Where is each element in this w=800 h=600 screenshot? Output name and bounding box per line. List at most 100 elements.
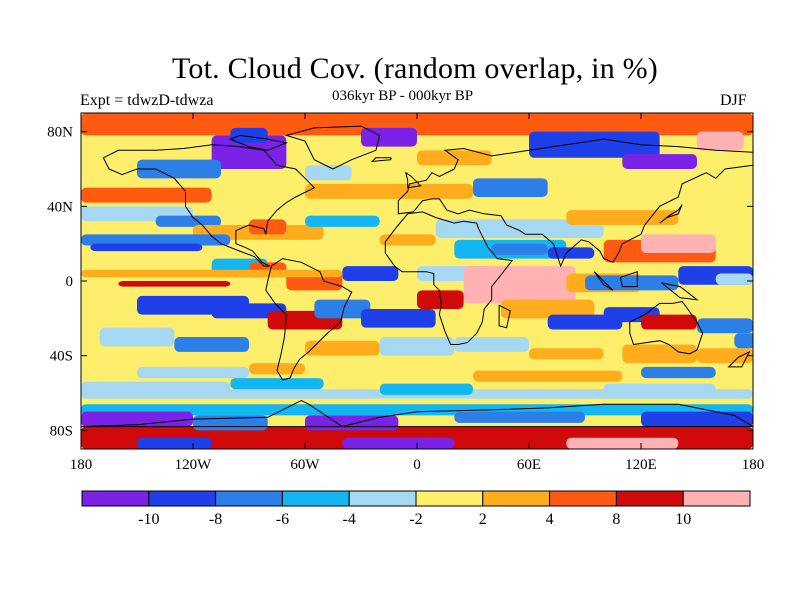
field-patch bbox=[342, 266, 399, 281]
field-patch bbox=[454, 337, 529, 352]
colorbar-swatch bbox=[215, 490, 283, 507]
field-patch bbox=[501, 299, 595, 319]
coastline bbox=[284, 125, 381, 170]
lon-tick-label: 120E bbox=[625, 457, 657, 473]
lon-tick-label: 0 bbox=[413, 457, 421, 473]
field-patch bbox=[379, 337, 455, 356]
field-patch bbox=[81, 234, 231, 246]
field-patch bbox=[641, 234, 716, 253]
colorbar-swatch bbox=[415, 490, 484, 507]
field-patch bbox=[734, 333, 753, 349]
coastline bbox=[102, 144, 316, 267]
field-patch bbox=[622, 344, 697, 364]
field-patch bbox=[342, 437, 455, 449]
lon-tick-label: 60W bbox=[290, 457, 320, 473]
field-patch bbox=[155, 215, 221, 227]
field-patch bbox=[529, 131, 660, 158]
field-patch bbox=[211, 135, 287, 169]
colorbar-label: 4 bbox=[546, 511, 554, 528]
colorbar-label: 2 bbox=[479, 511, 487, 528]
coastline bbox=[228, 134, 289, 151]
experiment-label: Expt = tdwzD-tdwza bbox=[80, 92, 214, 109]
coastline bbox=[370, 157, 392, 163]
lon-tick-label: 60E bbox=[517, 457, 541, 473]
field-patch bbox=[697, 131, 744, 151]
field-patch bbox=[641, 314, 697, 330]
coastline bbox=[629, 300, 704, 355]
field-patch bbox=[473, 370, 623, 382]
field-patch bbox=[417, 150, 492, 166]
lat-tick-label: 80N bbox=[47, 125, 73, 141]
coastline bbox=[498, 304, 511, 329]
colorbar-swatch bbox=[682, 490, 751, 507]
field-patch bbox=[137, 366, 249, 379]
colorbar-swatch bbox=[549, 490, 617, 507]
coastline bbox=[404, 171, 422, 189]
field-patch bbox=[547, 247, 595, 259]
field-patch bbox=[305, 183, 473, 199]
map-subtitle: 036kyr BP - 000kyr BP bbox=[332, 88, 474, 104]
season-label: DJF bbox=[720, 92, 747, 109]
coastline bbox=[661, 282, 699, 301]
colorbar-label: 10 bbox=[675, 511, 691, 528]
field-patch bbox=[547, 314, 623, 330]
field-patch bbox=[305, 215, 380, 227]
map-field bbox=[81, 113, 753, 449]
field-patch bbox=[361, 309, 436, 328]
field-patch bbox=[81, 404, 753, 416]
field-patch bbox=[715, 273, 753, 285]
field-patch bbox=[566, 437, 679, 449]
coastline bbox=[619, 271, 638, 288]
field-patch bbox=[566, 210, 679, 225]
field-patch bbox=[305, 415, 399, 431]
field-patch bbox=[314, 299, 371, 319]
lon-tick-label: 120W bbox=[175, 457, 213, 473]
field-patch bbox=[305, 340, 380, 356]
field-patch bbox=[379, 383, 473, 395]
field-patch bbox=[603, 383, 716, 395]
field-patch bbox=[81, 381, 231, 393]
field-patch bbox=[174, 337, 249, 352]
coastline bbox=[659, 204, 683, 224]
field-patch bbox=[81, 269, 343, 278]
colorbar-label: -6 bbox=[276, 511, 289, 528]
coastline bbox=[81, 399, 753, 428]
colorbar-swatch bbox=[482, 490, 551, 507]
field-patch bbox=[641, 411, 753, 427]
colorbar-label: -10 bbox=[138, 511, 159, 528]
colorbar: -10 -8 -6 -4 -2 2 4 8 10 bbox=[81, 490, 751, 528]
lon-tick-label: 180 bbox=[742, 457, 765, 473]
field-patch bbox=[118, 281, 231, 287]
colorbar-swatch bbox=[281, 490, 350, 507]
colorbar-label: -2 bbox=[409, 511, 422, 528]
lat-tick-label: 0 bbox=[66, 274, 74, 290]
colorbar-label: 8 bbox=[612, 511, 620, 528]
colorbar-label: -8 bbox=[209, 511, 222, 528]
colorbar-swatch bbox=[615, 490, 684, 507]
colorbar-swatch bbox=[81, 490, 150, 507]
field-patch bbox=[81, 411, 193, 427]
field-patch bbox=[305, 165, 352, 181]
field-patch bbox=[473, 178, 548, 197]
map-title: Tot. Cloud Cov. (random overlap, in %) bbox=[172, 52, 658, 85]
field-patch bbox=[641, 366, 716, 379]
colorbar-label: -4 bbox=[343, 511, 356, 528]
colorbar-swatch bbox=[348, 490, 417, 507]
field-patch bbox=[81, 187, 212, 203]
lat-tick-label: 40S bbox=[50, 349, 73, 365]
field-patch bbox=[379, 234, 436, 246]
field-patch bbox=[137, 159, 221, 179]
field-patch bbox=[529, 348, 604, 360]
field-patch bbox=[211, 303, 287, 319]
field-patch bbox=[137, 437, 212, 449]
field-patch bbox=[622, 154, 697, 169]
field-patch bbox=[697, 348, 753, 364]
field-patch bbox=[230, 127, 268, 143]
field-patch bbox=[99, 327, 175, 347]
lat-tick-label: 40N bbox=[47, 199, 73, 215]
coastline bbox=[265, 258, 353, 381]
field-patch bbox=[435, 219, 604, 239]
field-patch bbox=[249, 219, 287, 235]
field-patch bbox=[491, 243, 548, 255]
